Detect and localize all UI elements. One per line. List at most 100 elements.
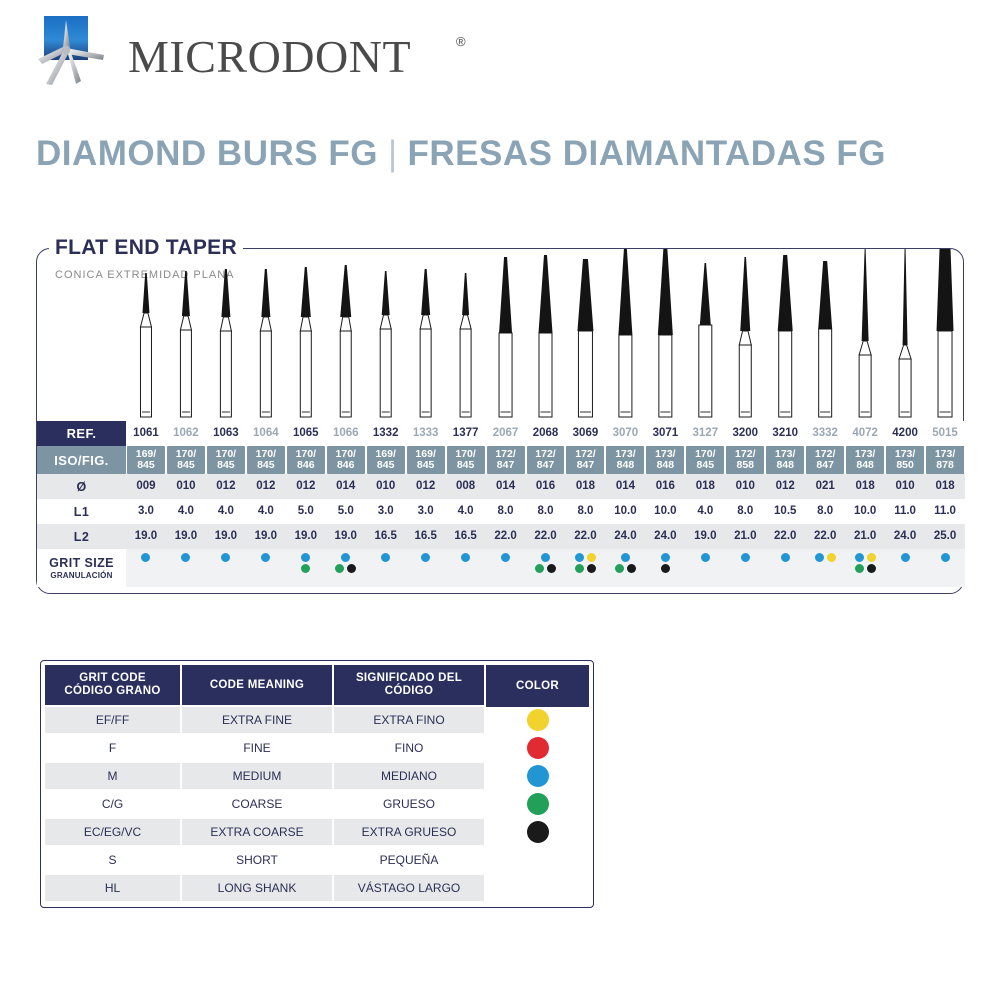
legend-header-code-en: GRIT CODE bbox=[79, 672, 146, 684]
spec-row-l1: L1 3.0 4.0 4.0 4.0 5.0 5.0 3.0 3.0 4.0 8.0 8.0 8.0 1… bbox=[37, 499, 966, 524]
l2-cell: 24.0 bbox=[885, 524, 926, 549]
bur-illustrations bbox=[37, 249, 965, 421]
bur-head bbox=[142, 273, 150, 313]
bur-1062 bbox=[179, 271, 193, 418]
microdont-star-logo-icon bbox=[36, 14, 108, 86]
bur-1333 bbox=[419, 269, 432, 418]
spec-row-grit: GRIT SIZE GRANULACIÓN bbox=[37, 549, 966, 587]
spec-row-diameter: Ø 009 010 012 012 012 014 010 012 008 014 016 018 01… bbox=[37, 474, 966, 499]
bur-3071 bbox=[657, 249, 673, 418]
diameter-cell: 010 bbox=[725, 474, 766, 499]
grit-dot-m bbox=[341, 553, 351, 562]
l1-cell: 4.0 bbox=[165, 499, 206, 524]
bur-shank bbox=[498, 332, 513, 418]
section-title-es: CONICA EXTREMIDAD PLANA bbox=[55, 269, 235, 281]
bur-head bbox=[181, 271, 190, 316]
page-title-es: FRESAS DIAMANTADAS FG bbox=[407, 134, 886, 173]
grit-dots-row-2 bbox=[660, 564, 670, 575]
row-label-l2: L2 bbox=[37, 524, 126, 549]
bur-shank bbox=[419, 328, 432, 418]
iso-cell: 170/846 bbox=[326, 446, 365, 474]
ref-cell: 1061 bbox=[126, 421, 166, 446]
l1-cell: 4.0 bbox=[205, 499, 246, 524]
spec-cells-diameter: 009 010 012 012 012 014 010 012 008 014 016 018 014 0… bbox=[126, 474, 966, 499]
grit-dot-ef bbox=[586, 553, 596, 562]
iso-cell: 173/848 bbox=[766, 446, 805, 474]
diameter-cell: 012 bbox=[765, 474, 806, 499]
bur-head bbox=[618, 249, 633, 335]
iso-cell: 169/845 bbox=[127, 446, 165, 474]
ref-cell: 3069 bbox=[565, 421, 606, 446]
iso-cell: 173/878 bbox=[926, 446, 965, 474]
grit-dot-m bbox=[660, 553, 670, 562]
title-separator: | bbox=[387, 134, 398, 173]
row-label-grit-en: GRIT SIZE bbox=[49, 556, 114, 570]
l2-cell: 16.5 bbox=[365, 524, 406, 549]
bur-shank bbox=[698, 324, 713, 418]
ref-cell: 1066 bbox=[325, 421, 366, 446]
grit-dots-row-1 bbox=[381, 553, 391, 564]
bur-shank bbox=[658, 334, 673, 418]
grit-dots-row-1 bbox=[814, 553, 836, 564]
bur-4200 bbox=[898, 249, 912, 418]
bur-head bbox=[818, 261, 833, 329]
bur-neck bbox=[459, 314, 472, 330]
grit-dots-row-1 bbox=[700, 553, 710, 564]
spec-cells-l2: 19.0 19.0 19.0 19.0 19.0 19.0 16.5 16.5 16.5 22.0… bbox=[126, 524, 966, 549]
legend-color-cell bbox=[486, 847, 589, 873]
bur-neck bbox=[379, 314, 392, 330]
bur-head bbox=[538, 255, 553, 333]
legend-significado: VÁSTAGO LARGO bbox=[334, 875, 484, 901]
bur-1061 bbox=[139, 273, 153, 418]
grit-code-legend-table: GRIT CODE CÓDIGO GRANO CODE MEANING SIGN… bbox=[40, 660, 594, 908]
l2-cell: 19.0 bbox=[126, 524, 166, 549]
legend-significado: FINO bbox=[334, 735, 484, 761]
iso-cell: 170/845 bbox=[446, 446, 485, 474]
iso-cell: 169/845 bbox=[366, 446, 405, 474]
diameter-cell: 021 bbox=[805, 474, 846, 499]
iso-cell: 170/845 bbox=[166, 446, 205, 474]
l2-cell: 24.0 bbox=[605, 524, 646, 549]
spec-cells-ref: 1061 1062 1063 1064 1065 1066 1332 1333 1377 2067… bbox=[126, 421, 966, 446]
grit-dot-ec bbox=[626, 564, 636, 573]
bur-head bbox=[340, 265, 352, 317]
l2-cell: 19.0 bbox=[285, 524, 326, 549]
ref-cell: 2067 bbox=[485, 421, 526, 446]
ref-cell: 3200 bbox=[725, 421, 766, 446]
grit-dot-c bbox=[301, 564, 311, 573]
l1-cell: 4.0 bbox=[445, 499, 486, 524]
diameter-cell: 018 bbox=[845, 474, 886, 499]
bur-shank bbox=[379, 328, 392, 418]
legend-header-meaning: CODE MEANING bbox=[182, 665, 332, 705]
legend-row: EC/EG/VC EXTRA COARSE EXTRA GRUESO bbox=[45, 819, 589, 847]
grit-dot-ec bbox=[660, 564, 670, 573]
grit-dots-row-1 bbox=[854, 553, 876, 564]
spec-cells-iso: 169/845 170/845 170/845 170/845 170/846 170/8… bbox=[126, 446, 965, 474]
grit-dot-m bbox=[181, 553, 191, 562]
bur-head bbox=[499, 257, 513, 333]
grit-dots-row-1 bbox=[660, 553, 670, 564]
bur-2067 bbox=[498, 257, 513, 418]
bur-head bbox=[740, 257, 751, 331]
grit-dot-ef bbox=[866, 553, 876, 562]
bur-shank bbox=[259, 330, 272, 418]
diameter-cell: 014 bbox=[605, 474, 646, 499]
grit-dot-m bbox=[900, 553, 910, 562]
grit-cell bbox=[126, 549, 166, 587]
bur-neck bbox=[898, 344, 912, 360]
iso-cell: 173/848 bbox=[646, 446, 685, 474]
grit-dot-ec bbox=[586, 564, 596, 573]
diameter-cell: 018 bbox=[565, 474, 606, 499]
bur-neck bbox=[738, 330, 752, 346]
grit-dot-m bbox=[541, 553, 550, 562]
iso-cell: 172/858 bbox=[726, 446, 765, 474]
l2-cell: 22.0 bbox=[485, 524, 526, 549]
bur-3200 bbox=[738, 257, 752, 418]
legend-color-cell bbox=[486, 791, 589, 817]
diameter-cell: 012 bbox=[405, 474, 446, 499]
legend-meaning: SHORT bbox=[182, 847, 332, 873]
diameter-cell: 016 bbox=[645, 474, 686, 499]
bur-shank bbox=[858, 354, 872, 418]
grit-dot-m bbox=[461, 553, 471, 562]
ref-cell: 1333 bbox=[405, 421, 446, 446]
